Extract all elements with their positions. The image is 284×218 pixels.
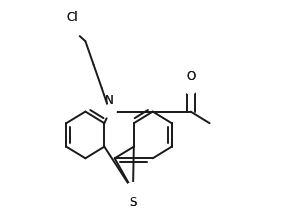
Circle shape <box>103 105 116 118</box>
Text: N: N <box>105 94 114 107</box>
Text: S: S <box>129 196 137 209</box>
Circle shape <box>184 81 197 94</box>
Text: O: O <box>186 70 195 83</box>
Text: O: O <box>186 70 195 83</box>
Text: N: N <box>105 94 114 107</box>
Circle shape <box>125 183 141 199</box>
Circle shape <box>64 21 81 38</box>
Text: Cl: Cl <box>66 11 78 24</box>
Text: S: S <box>129 196 137 209</box>
Text: Cl: Cl <box>66 11 78 24</box>
